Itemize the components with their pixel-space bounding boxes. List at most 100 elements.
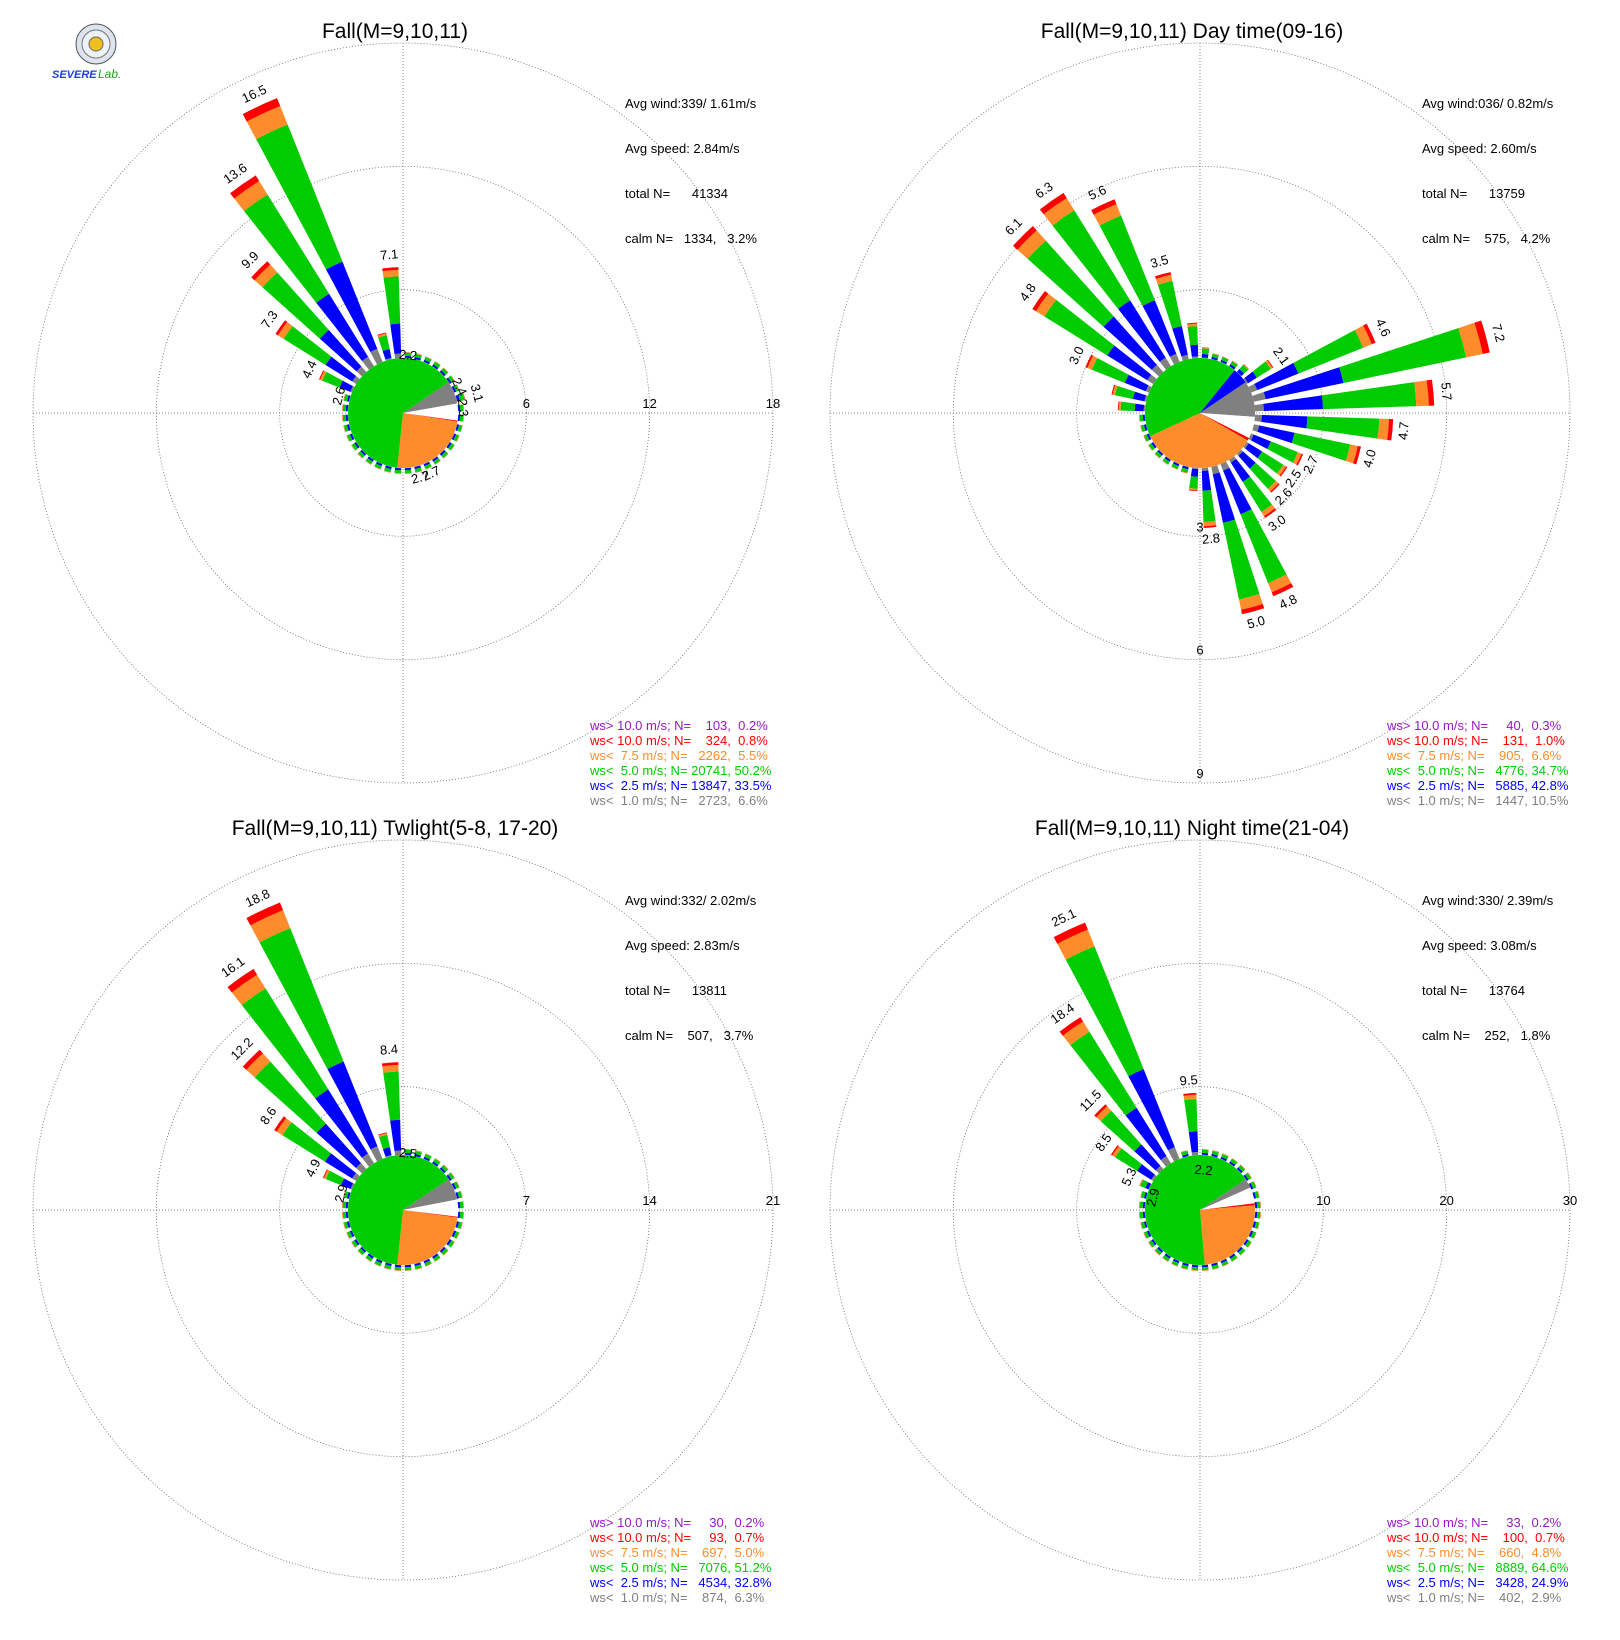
direction-bar [1148, 1238, 1157, 1248]
bar-segment [1220, 1156, 1228, 1162]
bar-segment [455, 1192, 460, 1199]
bar-segment [1220, 461, 1230, 471]
direction-bar [394, 467, 402, 474]
bar-value-label: 18.8 [243, 886, 272, 910]
pie-slice [1145, 358, 1235, 437]
pie-slice [1145, 1155, 1246, 1265]
bar-segment [404, 467, 411, 469]
bar-segment [1148, 445, 1153, 451]
direction-bar [457, 404, 464, 412]
bar-segment [343, 1222, 346, 1230]
direction-bar [377, 332, 392, 361]
bar-segment [1211, 1150, 1219, 1156]
bar-segment [404, 355, 412, 359]
bar-segment [434, 361, 441, 366]
bar-segment [1345, 444, 1358, 464]
bar-segment [1202, 347, 1210, 349]
bar-segment [242, 1049, 263, 1070]
bar-segment [1181, 1150, 1189, 1156]
bar-segment [1202, 490, 1216, 523]
bar-segment [1240, 1164, 1246, 1170]
direction-bar [439, 449, 449, 459]
bar-segment [1222, 1263, 1229, 1267]
bar-segment [1253, 1232, 1257, 1239]
direction-bar [1228, 360, 1239, 370]
bar-segment [1254, 1211, 1256, 1218]
bar-segment [1201, 1264, 1209, 1268]
bar-segment [1248, 1230, 1252, 1237]
bar-segment [425, 466, 432, 470]
bar-value-label: 7.2 [1489, 322, 1508, 343]
direction-bar [423, 356, 432, 365]
direction-bar [1110, 1145, 1157, 1182]
direction-bar [1211, 1150, 1220, 1158]
bar-segment [1211, 1153, 1218, 1158]
bar-segment [325, 1153, 356, 1179]
legend-entry: ws< 2.5 m/s; N= 4534, 32.8% [590, 1575, 772, 1590]
bar-segment [347, 414, 349, 421]
wind-rose-plot: 6.3 5.6 6.1 4.8 3.0 3.5 2.1 4.6 7.2 5.7 4.7 4.0 2.7 2… [829, 42, 1571, 784]
direction-bar [1171, 461, 1180, 470]
bar-segment [1148, 1230, 1152, 1237]
bar-segment [368, 456, 375, 460]
bar-segment [1148, 1240, 1155, 1248]
bar-segment [433, 1158, 441, 1165]
legend: ws> 10.0 m/s; N= 30, 0.2% ws< 10.0 m/s; N… [590, 1515, 771, 1605]
bar-segment [414, 1153, 421, 1158]
bar-segment [1171, 1263, 1178, 1267]
direction-bar [251, 261, 367, 377]
direction-bar [1201, 347, 1210, 359]
bar-segment [1238, 593, 1263, 610]
bar-segment [1154, 1248, 1162, 1256]
bar-value-label: 3.5 [1149, 252, 1170, 271]
bar-segment [1180, 1267, 1188, 1270]
bar-segment [274, 1116, 287, 1132]
bar-segment [352, 1173, 360, 1182]
bar-segment [1414, 380, 1429, 407]
legend-entry: ws< 1.0 m/s; N= 1447, 10.5% [1387, 793, 1569, 808]
bar-segment [1229, 1253, 1236, 1259]
direction-bar [439, 367, 449, 377]
direction-bar [404, 1149, 412, 1156]
bar-segment [404, 1270, 412, 1271]
ring-label: 3 [1196, 519, 1203, 534]
bar-segment [431, 456, 438, 460]
bar-segment [415, 470, 423, 473]
bar-segment [394, 1266, 402, 1271]
speed-share-pie [1145, 358, 1255, 469]
direction-bar [446, 1238, 455, 1248]
direction-bar [1220, 356, 1229, 365]
bar-segment [1144, 1202, 1146, 1209]
stats-box: Avg wind:330/ 2.39m/s Avg speed: 3.08m/s… [1422, 863, 1553, 1073]
bar-segment [404, 472, 412, 474]
bar-segment [351, 445, 356, 451]
bar-segment [385, 1154, 392, 1158]
direction-bar [1254, 1201, 1261, 1209]
bar-segment [1267, 574, 1292, 593]
bar-segment [1387, 418, 1394, 441]
direction-bar [1032, 290, 1157, 385]
bar-value-label: 2.5 [398, 1145, 417, 1162]
bar-segment [1220, 1158, 1227, 1162]
bar-segment [316, 1123, 362, 1169]
bar-segment [1254, 403, 1264, 412]
pie-slice [403, 1210, 458, 1218]
bar-segment [434, 1158, 441, 1163]
bar-segment [451, 1230, 455, 1237]
bar-segment [357, 453, 363, 459]
wind-rose-panel-fall: Fall(M=9,10,11) 16.5 13.6 9.9 7.3 4.4 2.6 7.1 2… [0, 0, 810, 820]
bar-segment [1236, 1167, 1243, 1174]
bar-segment [1267, 359, 1274, 369]
bar-segment [435, 361, 441, 366]
bar-segment [1158, 449, 1164, 455]
bar-segment [415, 470, 422, 473]
bar-segment [1191, 467, 1199, 470]
bar-segment [1157, 280, 1182, 329]
bar-segment [361, 1153, 375, 1167]
bar-segment [378, 1134, 390, 1149]
bar-segment [1143, 435, 1147, 442]
bar-segment [342, 1211, 347, 1219]
bar-segment [458, 393, 465, 402]
bar-segment [385, 357, 392, 361]
bar-segment [346, 434, 353, 442]
